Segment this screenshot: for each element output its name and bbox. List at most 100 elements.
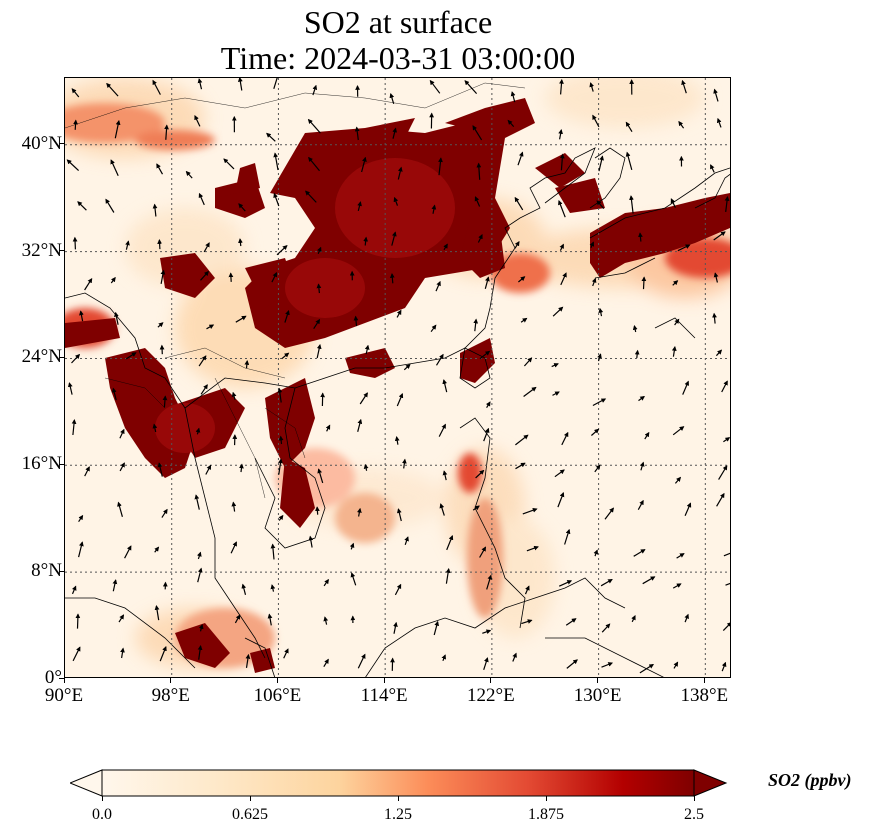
wind-arrow bbox=[271, 272, 278, 283]
wind-arrow bbox=[197, 551, 202, 560]
x-tick bbox=[597, 678, 599, 683]
wind-arrow bbox=[435, 280, 441, 292]
wind-arrow bbox=[435, 353, 444, 366]
wind-arrow bbox=[724, 195, 730, 212]
y-tick bbox=[59, 250, 64, 252]
wind-arrow bbox=[598, 155, 604, 172]
wind-arrow bbox=[162, 395, 168, 408]
wind-arrow bbox=[206, 324, 215, 330]
wind-arrow bbox=[520, 317, 528, 323]
wind-arrow bbox=[716, 117, 722, 128]
so2-map bbox=[64, 77, 731, 678]
wind-arrow bbox=[78, 541, 84, 558]
wind-arrow bbox=[203, 242, 210, 253]
wind-arrow bbox=[308, 156, 320, 172]
wind-arrow bbox=[671, 345, 677, 357]
wind-arrow bbox=[71, 585, 77, 595]
wind-arrow bbox=[524, 585, 530, 595]
wind-arrow bbox=[404, 536, 409, 545]
wind-arrow bbox=[484, 276, 490, 289]
wind-arrow bbox=[266, 132, 276, 142]
wind-arrow bbox=[125, 352, 137, 360]
wind-arrow bbox=[363, 463, 369, 471]
wind-arrow bbox=[357, 507, 362, 517]
wind-arrow bbox=[518, 276, 526, 283]
wind-arrow bbox=[305, 190, 317, 203]
wind-arrow bbox=[558, 580, 573, 587]
wind-arrow bbox=[514, 240, 520, 249]
wind-arrow bbox=[119, 462, 125, 472]
wind-arrow bbox=[71, 419, 77, 436]
wind-arrow bbox=[316, 343, 322, 359]
wind-arrow bbox=[431, 204, 437, 214]
wind-arrow bbox=[442, 379, 448, 393]
wind-arrow bbox=[194, 115, 201, 127]
wind-arrow bbox=[638, 395, 645, 402]
wind-arrow bbox=[446, 535, 454, 551]
wind-arrow bbox=[403, 363, 411, 371]
wind-arrow bbox=[67, 382, 73, 395]
wind-arrow bbox=[72, 646, 81, 662]
wind-arrow bbox=[442, 470, 448, 481]
wind-arrow bbox=[601, 623, 611, 633]
wind-arrow bbox=[482, 629, 492, 635]
wind-arrow bbox=[639, 461, 645, 471]
y-tick bbox=[59, 356, 64, 358]
wind-arrow bbox=[185, 170, 193, 179]
wind-arrow bbox=[441, 654, 446, 662]
wind-arrow bbox=[241, 583, 247, 595]
colorbar-tick-label: 0.625 bbox=[232, 806, 268, 823]
wind-arrow bbox=[120, 647, 125, 659]
wind-arrow bbox=[106, 82, 119, 97]
wind-arrow bbox=[124, 545, 132, 559]
wind-arrow bbox=[514, 196, 524, 211]
wind-arrow bbox=[393, 621, 398, 634]
wind-arrow bbox=[472, 125, 483, 141]
wind-arrow bbox=[674, 476, 682, 484]
wind-arrow bbox=[195, 427, 201, 435]
wind-arrow bbox=[359, 392, 368, 405]
wind-arrow bbox=[674, 318, 680, 326]
wind-arrow bbox=[114, 311, 119, 325]
wind-arrow bbox=[629, 195, 634, 214]
y-tick bbox=[59, 143, 64, 145]
wind-arrow bbox=[231, 501, 237, 512]
x-tick bbox=[170, 678, 172, 683]
wind-arrow bbox=[474, 196, 481, 207]
wind-arrow bbox=[307, 118, 321, 134]
colorbar-tick-label: 1.25 bbox=[384, 806, 412, 823]
wind-arrow bbox=[522, 507, 538, 515]
wind-arrow bbox=[557, 492, 565, 508]
wind-arrow bbox=[631, 615, 636, 623]
wind-arrow bbox=[200, 384, 208, 395]
wind-arrow bbox=[152, 203, 158, 217]
colorbar-tick bbox=[545, 796, 547, 801]
wind-arrow bbox=[633, 549, 646, 557]
wind-arrow bbox=[278, 458, 283, 475]
wind-arrow bbox=[670, 198, 676, 208]
wind-arrow bbox=[641, 276, 647, 290]
wind-arrow bbox=[84, 277, 93, 291]
wind-arrow bbox=[433, 620, 440, 636]
wind-arrow bbox=[512, 652, 517, 662]
wind-arrow bbox=[317, 246, 322, 255]
wind-arrow bbox=[716, 492, 725, 507]
wind-arrow bbox=[684, 613, 689, 623]
wind-arrow bbox=[396, 508, 402, 522]
wind-arrow bbox=[515, 434, 529, 446]
wind-arrow bbox=[464, 80, 478, 95]
wind-arrow bbox=[325, 424, 331, 432]
wind-arrow bbox=[110, 276, 116, 284]
wind-arrow bbox=[625, 151, 633, 171]
wind-arrow bbox=[350, 572, 357, 586]
map-title: SO2 at surface bbox=[303, 4, 493, 40]
wind-arrow bbox=[515, 462, 526, 470]
wind-arrow bbox=[237, 78, 243, 91]
wind-arrow bbox=[277, 387, 283, 403]
wind-arrow bbox=[357, 653, 366, 669]
wind-arrow bbox=[589, 82, 595, 92]
wind-arrow bbox=[198, 192, 205, 206]
wind-arrow bbox=[389, 92, 395, 104]
wind-arrow bbox=[551, 363, 559, 368]
wind-arrow bbox=[397, 166, 403, 180]
